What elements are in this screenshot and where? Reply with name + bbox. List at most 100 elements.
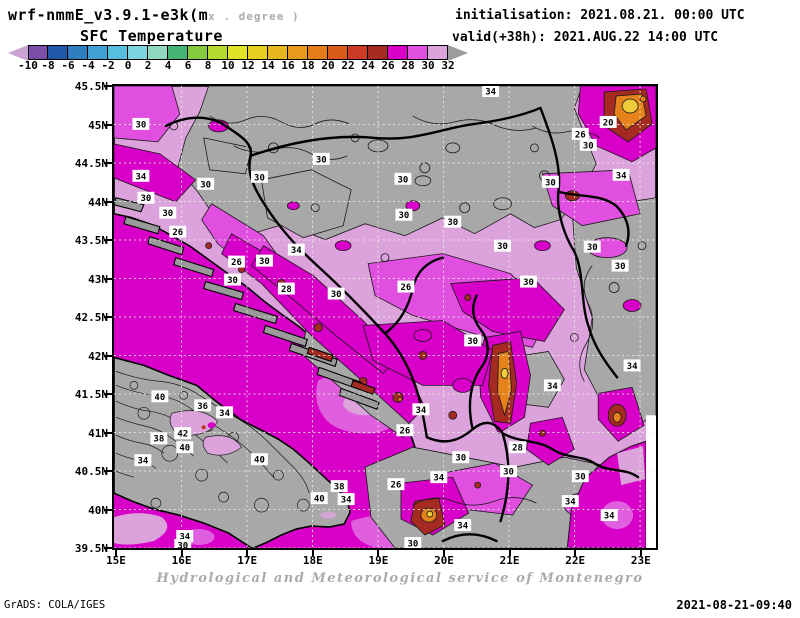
longitude-tick [377,550,380,556]
svg-text:30: 30 [407,539,418,548]
svg-text:30: 30 [162,209,173,219]
colorbar-tick-label: 32 [441,59,455,72]
model-title-units: x . degree ) [208,10,300,23]
longitude-tick [246,550,249,556]
svg-text:26: 26 [400,427,411,437]
colorbar-above-max-arrow [448,44,468,61]
svg-text:30: 30 [259,257,270,267]
svg-text:30: 30 [140,194,151,204]
colorbar-tick-label: 30 [421,59,435,72]
longitude-label: 19E [368,554,389,567]
latitude-label: 43.5N [74,234,108,247]
svg-text:34: 34 [565,498,576,508]
colorbar-tick-label: 2 [144,59,152,72]
longitude-tick [180,550,183,556]
svg-text:34: 34 [433,474,444,484]
colorbar-tick-label: 20 [321,59,335,72]
longitude-label: 23E [630,554,651,567]
colorbar-segment [108,45,128,60]
longitude-label: 21E [499,554,520,567]
svg-text:30: 30 [200,180,211,190]
svg-text:30: 30 [227,276,238,286]
colorbar-segment [68,45,88,60]
latitude-tick [104,200,112,203]
svg-text:30: 30 [399,211,410,221]
colorbar-segment [88,45,108,60]
colorbar-tick-label: 6 [184,59,192,72]
model-title-main: wrf-nmmE_v3.9.1-e3k(m [8,6,209,24]
longitude-tick [574,550,577,556]
colorbar-segment [408,45,428,60]
svg-text:34: 34 [137,457,148,467]
latitude-tick [104,470,112,472]
svg-text:30: 30 [523,278,534,288]
svg-text:30: 30 [467,337,478,347]
svg-text:30: 30 [331,290,342,300]
svg-text:42: 42 [177,430,188,440]
longitude-tick [639,550,642,556]
colorbar-tick-label: 28 [401,59,415,72]
colorbar-segment [128,45,148,60]
svg-text:26: 26 [231,258,242,268]
svg-text:34: 34 [179,533,190,543]
latitude-label: 45.5N [74,80,108,93]
svg-text:40: 40 [314,495,325,505]
colorbar-segment [168,45,188,60]
latitude-label: 39.5N [74,542,108,555]
longitude-tick [508,550,511,556]
latitude-tick [104,85,112,87]
longitude-label: 18E [302,554,323,567]
svg-text:34: 34 [415,406,426,416]
colorbar-tick-label: 12 [241,59,255,72]
colorbar-segment [248,45,268,60]
longitude-label: 15E [106,554,126,567]
colorbar-segment [48,45,68,60]
latitude-tick [104,547,112,549]
latitude-tick [104,277,112,280]
latitude-label: 41N [88,426,108,440]
svg-text:30: 30 [316,155,327,165]
svg-text:34: 34 [457,522,468,532]
longitude-label: 22E [565,554,586,567]
latitude-label: 44.5N [74,157,108,170]
map-area: 30 34 30 30 26 30 30 30 26 30 30 28 30 34 34 26 20 30 34 30… [112,84,658,550]
latitude-label: 40N [88,503,108,517]
svg-text:40: 40 [254,456,265,466]
latitude-tick [104,162,112,164]
valid-time: valid(+38h): 2021.AUG.22 14:00 UTC [452,30,719,45]
colorbar-tick-label: -10 [18,59,38,72]
colorbar-segment [368,45,388,60]
colorbar-segment [28,45,48,60]
attribution-text: Hydrological and Meteorological service … [156,571,644,586]
svg-text:30: 30 [398,175,409,185]
colorbar-tick-label: 0 [124,59,132,72]
svg-text:38: 38 [334,483,345,493]
svg-text:34: 34 [616,171,627,181]
longitude-label: 17E [237,554,258,567]
colorbar-segment [308,45,328,60]
svg-text:26: 26 [172,228,183,238]
colorbar-segment [428,45,448,60]
colorbar-tick-label: 24 [361,59,375,72]
colorbar-tick-label: -2 [101,59,115,72]
longitude-tick [443,550,445,556]
svg-text:30: 30 [177,541,188,548]
svg-text:34: 34 [627,362,638,372]
contour-lines [169,115,647,506]
colorbar-tick-label: 10 [221,59,235,72]
svg-text:36: 36 [197,402,208,412]
latitude-tick [104,123,112,126]
svg-text:26: 26 [391,481,402,491]
latitude-tick [104,239,112,241]
svg-text:30: 30 [587,243,598,253]
colorbar-segment [388,45,408,60]
initialisation-time: initialisation: 2021.08.21. 00:00 UTC [455,8,745,23]
svg-text:30: 30 [254,173,265,183]
colorbar-tick-label: -8 [41,59,55,72]
colorbar-tick-label: 4 [164,59,172,72]
svg-text:38: 38 [153,435,164,445]
svg-text:34: 34 [135,172,146,182]
